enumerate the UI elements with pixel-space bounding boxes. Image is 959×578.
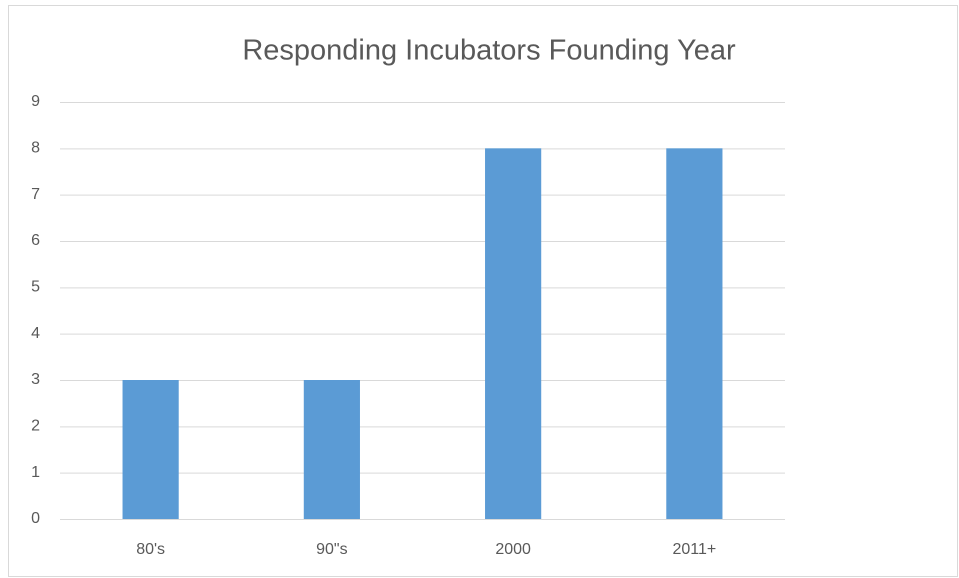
y-tick-label: 5 xyxy=(31,279,40,296)
y-tick-label: 9 xyxy=(31,93,40,110)
x-tick-label: 2000 xyxy=(495,541,531,558)
y-tick-label: 0 xyxy=(31,510,40,527)
y-tick-label: 1 xyxy=(31,464,40,481)
y-tick-label: 2 xyxy=(31,418,40,435)
y-tick-label: 7 xyxy=(31,186,40,203)
x-tick-label: 2011+ xyxy=(673,541,717,558)
y-tick-label: 4 xyxy=(31,325,40,342)
y-tick-label: 6 xyxy=(31,232,40,249)
bar xyxy=(303,380,360,519)
x-tick-label: 90"s xyxy=(316,541,347,558)
y-tick-label: 8 xyxy=(31,140,40,157)
y-tick-label: 3 xyxy=(31,371,40,388)
chart-title: Responding Incubators Founding Year xyxy=(242,35,736,67)
bar xyxy=(122,380,179,519)
bar xyxy=(485,148,542,520)
x-tick-label: 80's xyxy=(136,541,165,558)
bar xyxy=(666,148,723,520)
